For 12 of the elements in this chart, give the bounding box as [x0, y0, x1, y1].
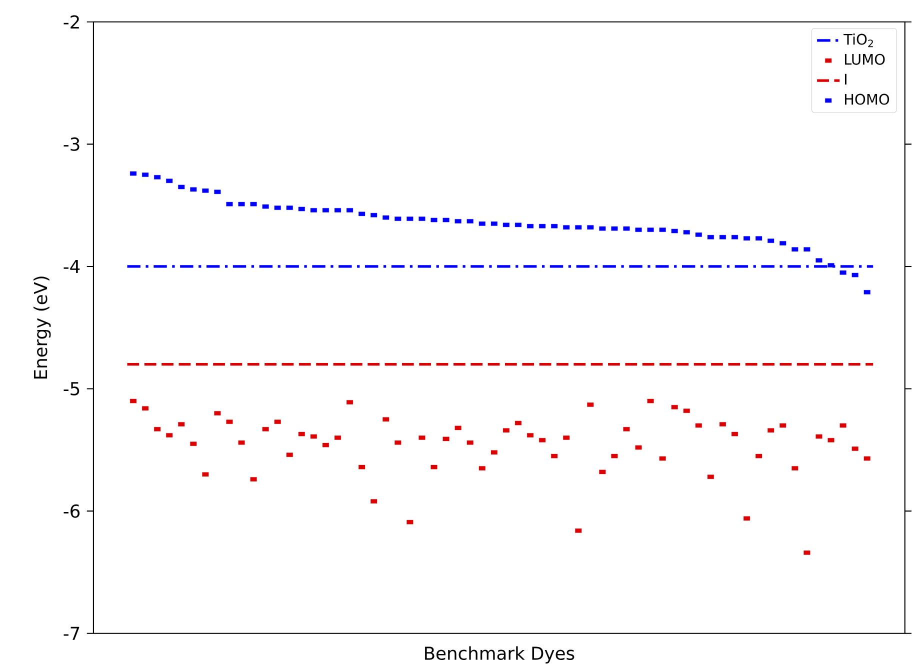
legend-label: HOMO: [844, 94, 890, 105]
y-tick-label: -4: [64, 260, 80, 273]
legend-label: I: [844, 74, 846, 84]
y-axis-title: Energy (eV): [33, 276, 51, 378]
y-tick-label: -2: [64, 15, 79, 28]
y-tick-label: -6: [64, 504, 80, 518]
legend-label: TiO$_{2}$: [844, 33, 873, 47]
y-tick-label: -3: [64, 137, 80, 151]
y-tick-label: -7: [64, 626, 80, 640]
x-axis-title: Benchmark Dyes: [425, 646, 574, 664]
y-tick-label: -5: [64, 382, 80, 396]
legend-label: LUMO: [844, 54, 885, 65]
